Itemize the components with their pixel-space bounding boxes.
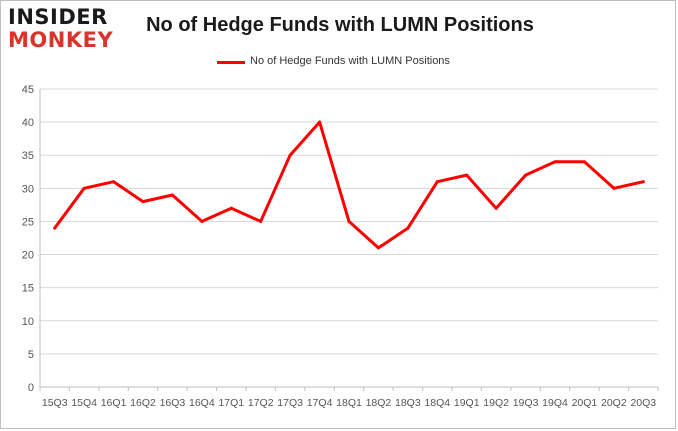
x-tick-label-18Q4: 18Q4: [424, 397, 450, 409]
x-tick-label-16Q3: 16Q3: [160, 397, 186, 409]
x-tick-label-20Q3: 20Q3: [630, 397, 656, 409]
data-point-17Q2: [259, 219, 263, 223]
y-tick-label-0: 0: [28, 382, 34, 394]
y-tick-label-35: 35: [22, 150, 34, 162]
data-point-17Q4: [318, 120, 322, 124]
data-point-19Q3: [524, 173, 528, 177]
x-tick-label-17Q4: 17Q4: [307, 397, 333, 409]
data-point-18Q1: [347, 219, 351, 223]
data-point-20Q3: [641, 180, 645, 184]
y-tick-label-40: 40: [22, 117, 34, 129]
data-point-20Q1: [582, 160, 586, 164]
y-tick-label-10: 10: [22, 316, 34, 328]
data-point-18Q3: [406, 226, 410, 230]
data-point-16Q3: [170, 193, 174, 197]
logo-text-insider: INSIDER: [8, 5, 108, 29]
x-tick-label-17Q3: 17Q3: [277, 397, 303, 409]
data-point-15Q3: [53, 226, 57, 230]
x-tick-label-18Q2: 18Q2: [366, 397, 392, 409]
y-tick-label-15: 15: [22, 283, 34, 295]
x-tick-label-19Q3: 19Q3: [513, 397, 539, 409]
x-tick-label-16Q1: 16Q1: [101, 397, 127, 409]
chart-title: No of Hedge Funds with LUMN Positions: [146, 14, 534, 36]
y-tick-label-20: 20: [22, 250, 34, 262]
data-point-17Q1: [229, 206, 233, 210]
data-point-18Q2: [376, 246, 380, 250]
data-point-16Q4: [200, 219, 204, 223]
y-tick-label-30: 30: [22, 183, 34, 195]
x-tick-label-20Q1: 20Q1: [572, 397, 598, 409]
data-point-16Q1: [112, 180, 116, 184]
x-tick-label-18Q3: 18Q3: [395, 397, 421, 409]
x-tick-label-20Q2: 20Q2: [601, 397, 627, 409]
insider-monkey-logo: INSIDER MONKEY: [8, 5, 126, 55]
data-point-19Q2: [494, 206, 498, 210]
y-tick-label-25: 25: [22, 216, 34, 228]
data-point-15Q4: [82, 186, 86, 190]
x-tick-label-15Q4: 15Q4: [71, 397, 97, 409]
logo-text-monkey: MONKEY: [8, 28, 114, 52]
legend: No of Hedge Funds with LUMN Positions: [0, 54, 678, 70]
data-point-20Q2: [612, 186, 616, 190]
y-tick-label-45: 45: [22, 84, 34, 96]
x-tick-label-16Q2: 16Q2: [130, 397, 156, 409]
x-tick-label-19Q2: 19Q2: [483, 397, 509, 409]
data-point-16Q2: [141, 200, 145, 204]
legend-label: No of Hedge Funds with LUMN Positions: [250, 55, 450, 67]
x-tick-label-15Q3: 15Q3: [42, 397, 68, 409]
x-tick-label-19Q4: 19Q4: [542, 397, 568, 409]
x-tick-label-19Q1: 19Q1: [454, 397, 480, 409]
y-tick-label-5: 5: [28, 349, 34, 361]
x-tick-label-17Q2: 17Q2: [248, 397, 274, 409]
data-point-17Q3: [288, 153, 292, 157]
x-tick-label-18Q1: 18Q1: [336, 397, 362, 409]
x-tick-label-17Q1: 17Q1: [218, 397, 244, 409]
series-line-0: [53, 120, 645, 250]
data-point-19Q1: [465, 173, 469, 177]
data-point-18Q4: [435, 180, 439, 184]
data-point-19Q4: [553, 160, 557, 164]
x-tick-label-16Q4: 16Q4: [189, 397, 215, 409]
legend-swatch: [217, 61, 245, 64]
